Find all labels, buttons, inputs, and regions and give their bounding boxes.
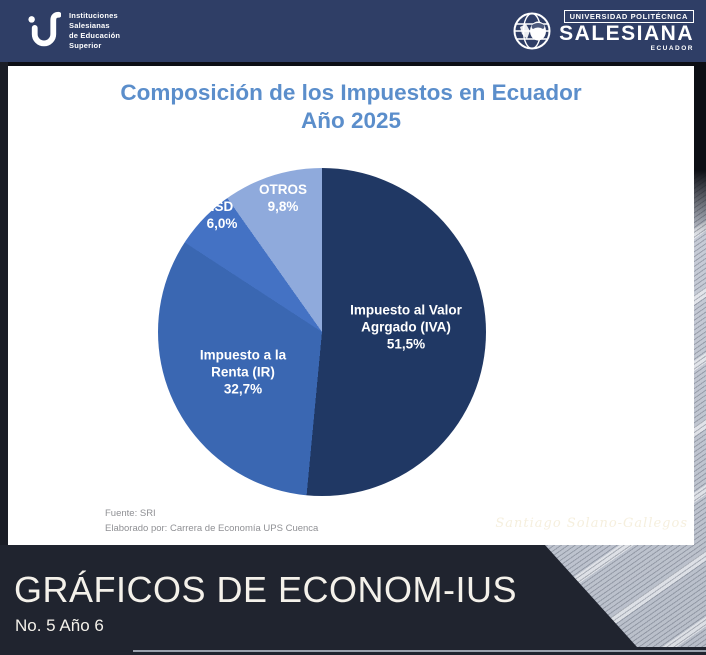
- ir-label-value: 32,7%: [223, 381, 263, 397]
- newspaper-left-shadow: [0, 0, 8, 566]
- ir-label-line2: Renta (IR): [211, 364, 275, 380]
- isd-label-value: 6,0%: [206, 216, 238, 231]
- pie-label-otros: OTROS 9,8%: [259, 181, 307, 215]
- otros-label-value: 9,8%: [267, 199, 299, 214]
- chart-card: Composición de los Impuestos en Ecuador …: [8, 66, 694, 545]
- ups-university-label: UNIVERSIDAD POLITÉCNICA: [563, 10, 694, 23]
- isd-label-line1: ISD: [210, 199, 234, 214]
- pie-chart: [158, 168, 486, 496]
- ius-logo-icon: [27, 9, 61, 53]
- ups-logo-block: UNIVERSIDAD POLITÉCNICA SALESIANA ECUADO…: [512, 10, 694, 52]
- ius-logo-block: Instituciones Salesianas de Educación Su…: [27, 9, 120, 53]
- ius-text-line4: Superior: [69, 41, 102, 50]
- ius-text-line1: Instituciones: [69, 11, 118, 20]
- chart-elaborated-by: Elaborado por: Carrera de Economía UPS C…: [105, 523, 319, 534]
- pie-label-ir: Impuesto a la Renta (IR) 32,7%: [200, 347, 286, 398]
- chart-title-line2: Año 2025: [300, 108, 402, 133]
- otros-label-line1: OTROS: [258, 182, 308, 197]
- iva-label-line2: Agrgado (IVA): [361, 319, 451, 335]
- iva-label-value: 51,5%: [386, 336, 426, 352]
- ir-label-line1: Impuesto a la: [199, 347, 287, 363]
- chart-title: Composición de los Impuestos en Ecuador …: [8, 79, 694, 135]
- author-watermark: Santiago Solano-Gallegos: [495, 516, 688, 531]
- publication-title: GRÁFICOS DE ECONOM-IUS: [14, 569, 518, 610]
- chart-footnotes: Fuente: SRI Elaborado por: Carrera de Ec…: [105, 506, 318, 536]
- newspaper-edge-line: [133, 650, 706, 652]
- ius-text-line3: de Educación: [69, 31, 121, 40]
- ups-ecuador-label: ECUADOR: [650, 45, 694, 52]
- chart-source: Fuente: SRI: [105, 508, 156, 519]
- issue-number: No. 5 Año 6: [15, 616, 104, 635]
- chart-title-line1: Composición de los Impuestos en Ecuador: [120, 80, 582, 105]
- header-bar: Instituciones Salesianas de Educación Su…: [0, 0, 706, 62]
- iva-label-line1: Impuesto al Valor: [350, 302, 462, 318]
- ups-globe-icon: [512, 11, 552, 51]
- pie-label-isd: ISD 6,0%: [207, 198, 238, 232]
- ups-salesiana-label: SALESIANA: [559, 22, 694, 45]
- ius-text-line2: Salesianas: [69, 21, 110, 30]
- pie-label-iva: Impuesto al Valor Agrgado (IVA) 51,5%: [350, 302, 462, 353]
